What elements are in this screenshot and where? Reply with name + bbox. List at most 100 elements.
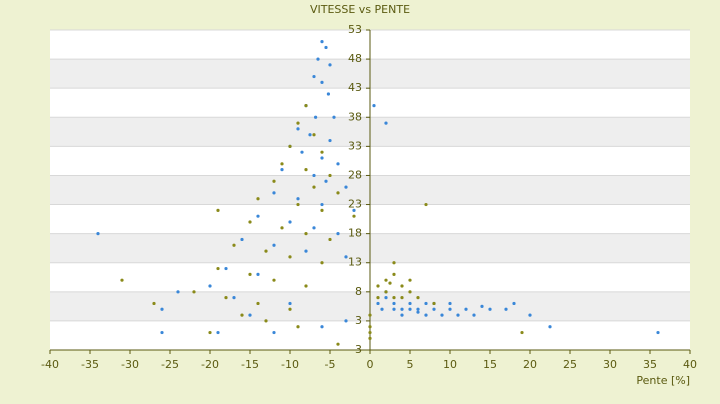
- x-tick-label: 20: [523, 358, 537, 371]
- point: [240, 237, 244, 242]
- y-tick-label: 13: [348, 256, 362, 269]
- point: [376, 301, 380, 306]
- point: [264, 319, 268, 323]
- point: [320, 80, 324, 84]
- y-tick-label: 38: [348, 110, 362, 123]
- point: [280, 162, 284, 166]
- point: [304, 249, 308, 253]
- point: [352, 208, 356, 212]
- point: [408, 307, 412, 311]
- y-tick-label: 3: [355, 314, 362, 327]
- point: [392, 261, 396, 265]
- point: [504, 307, 508, 311]
- point: [296, 197, 300, 201]
- point: [320, 40, 324, 44]
- point: [280, 168, 284, 172]
- point: [324, 179, 328, 183]
- point: [336, 191, 340, 195]
- point: [264, 249, 268, 253]
- point: [232, 296, 236, 300]
- point: [208, 284, 212, 288]
- y-tick-label: 28: [348, 168, 362, 181]
- point: [316, 57, 320, 61]
- x-tick-label: -40: [41, 358, 59, 371]
- point: [424, 313, 428, 317]
- point: [464, 307, 468, 311]
- point: [424, 202, 428, 207]
- point: [548, 325, 552, 329]
- y-tick-label: 23: [348, 198, 362, 211]
- point: [392, 296, 396, 300]
- point: [314, 115, 318, 119]
- x-tick-label: 0: [367, 358, 374, 371]
- point: [480, 304, 484, 308]
- point: [312, 74, 316, 79]
- point: [400, 296, 404, 300]
- point: [312, 133, 316, 137]
- point: [448, 307, 452, 311]
- y-tick-label: 43: [348, 81, 362, 94]
- point: [392, 301, 396, 306]
- point: [380, 307, 384, 311]
- point: [296, 325, 300, 329]
- y-tick-label: 18: [348, 227, 362, 240]
- point: [352, 214, 356, 218]
- point: [216, 208, 220, 212]
- x-tick-label: -5: [325, 358, 336, 371]
- point: [488, 307, 492, 311]
- x-tick-label: 30: [603, 358, 617, 371]
- point: [368, 336, 372, 340]
- point: [256, 214, 260, 218]
- point: [216, 330, 220, 335]
- point: [232, 243, 236, 247]
- point: [392, 272, 396, 276]
- x-tick-label: 25: [563, 358, 577, 371]
- point: [304, 284, 308, 288]
- point: [224, 296, 228, 300]
- point: [432, 301, 436, 306]
- point: [272, 179, 276, 183]
- x-tick-label: 40: [683, 358, 697, 371]
- point: [208, 330, 212, 335]
- point: [152, 301, 156, 306]
- point: [288, 144, 292, 148]
- point: [440, 313, 444, 317]
- x-tick-label: -15: [241, 358, 259, 371]
- point: [384, 278, 388, 282]
- point: [376, 284, 380, 288]
- point: [176, 290, 180, 294]
- x-tick-label: -20: [201, 358, 219, 371]
- point: [528, 313, 532, 317]
- point: [248, 272, 252, 276]
- point: [272, 330, 276, 335]
- point: [312, 173, 316, 178]
- point: [408, 278, 412, 282]
- point: [272, 191, 276, 195]
- x-tick-label: 15: [483, 358, 497, 371]
- point: [308, 133, 312, 137]
- point: [320, 325, 324, 329]
- point: [326, 92, 330, 96]
- point: [120, 278, 124, 282]
- point: [272, 278, 276, 282]
- point: [288, 255, 292, 259]
- point: [304, 232, 308, 236]
- x-tick-label: -30: [121, 358, 139, 371]
- x-tick-label: 5: [407, 358, 414, 371]
- point: [288, 307, 292, 311]
- point: [384, 121, 388, 125]
- point: [320, 156, 324, 160]
- point: [328, 138, 332, 143]
- point: [248, 220, 252, 224]
- point: [400, 307, 404, 311]
- point: [368, 325, 372, 329]
- point: [256, 272, 260, 276]
- point: [320, 202, 324, 207]
- point: [416, 296, 420, 300]
- point: [416, 307, 420, 311]
- point: [332, 115, 336, 119]
- point: [256, 197, 260, 201]
- point: [328, 173, 332, 178]
- point: [344, 255, 348, 259]
- point: [216, 266, 220, 271]
